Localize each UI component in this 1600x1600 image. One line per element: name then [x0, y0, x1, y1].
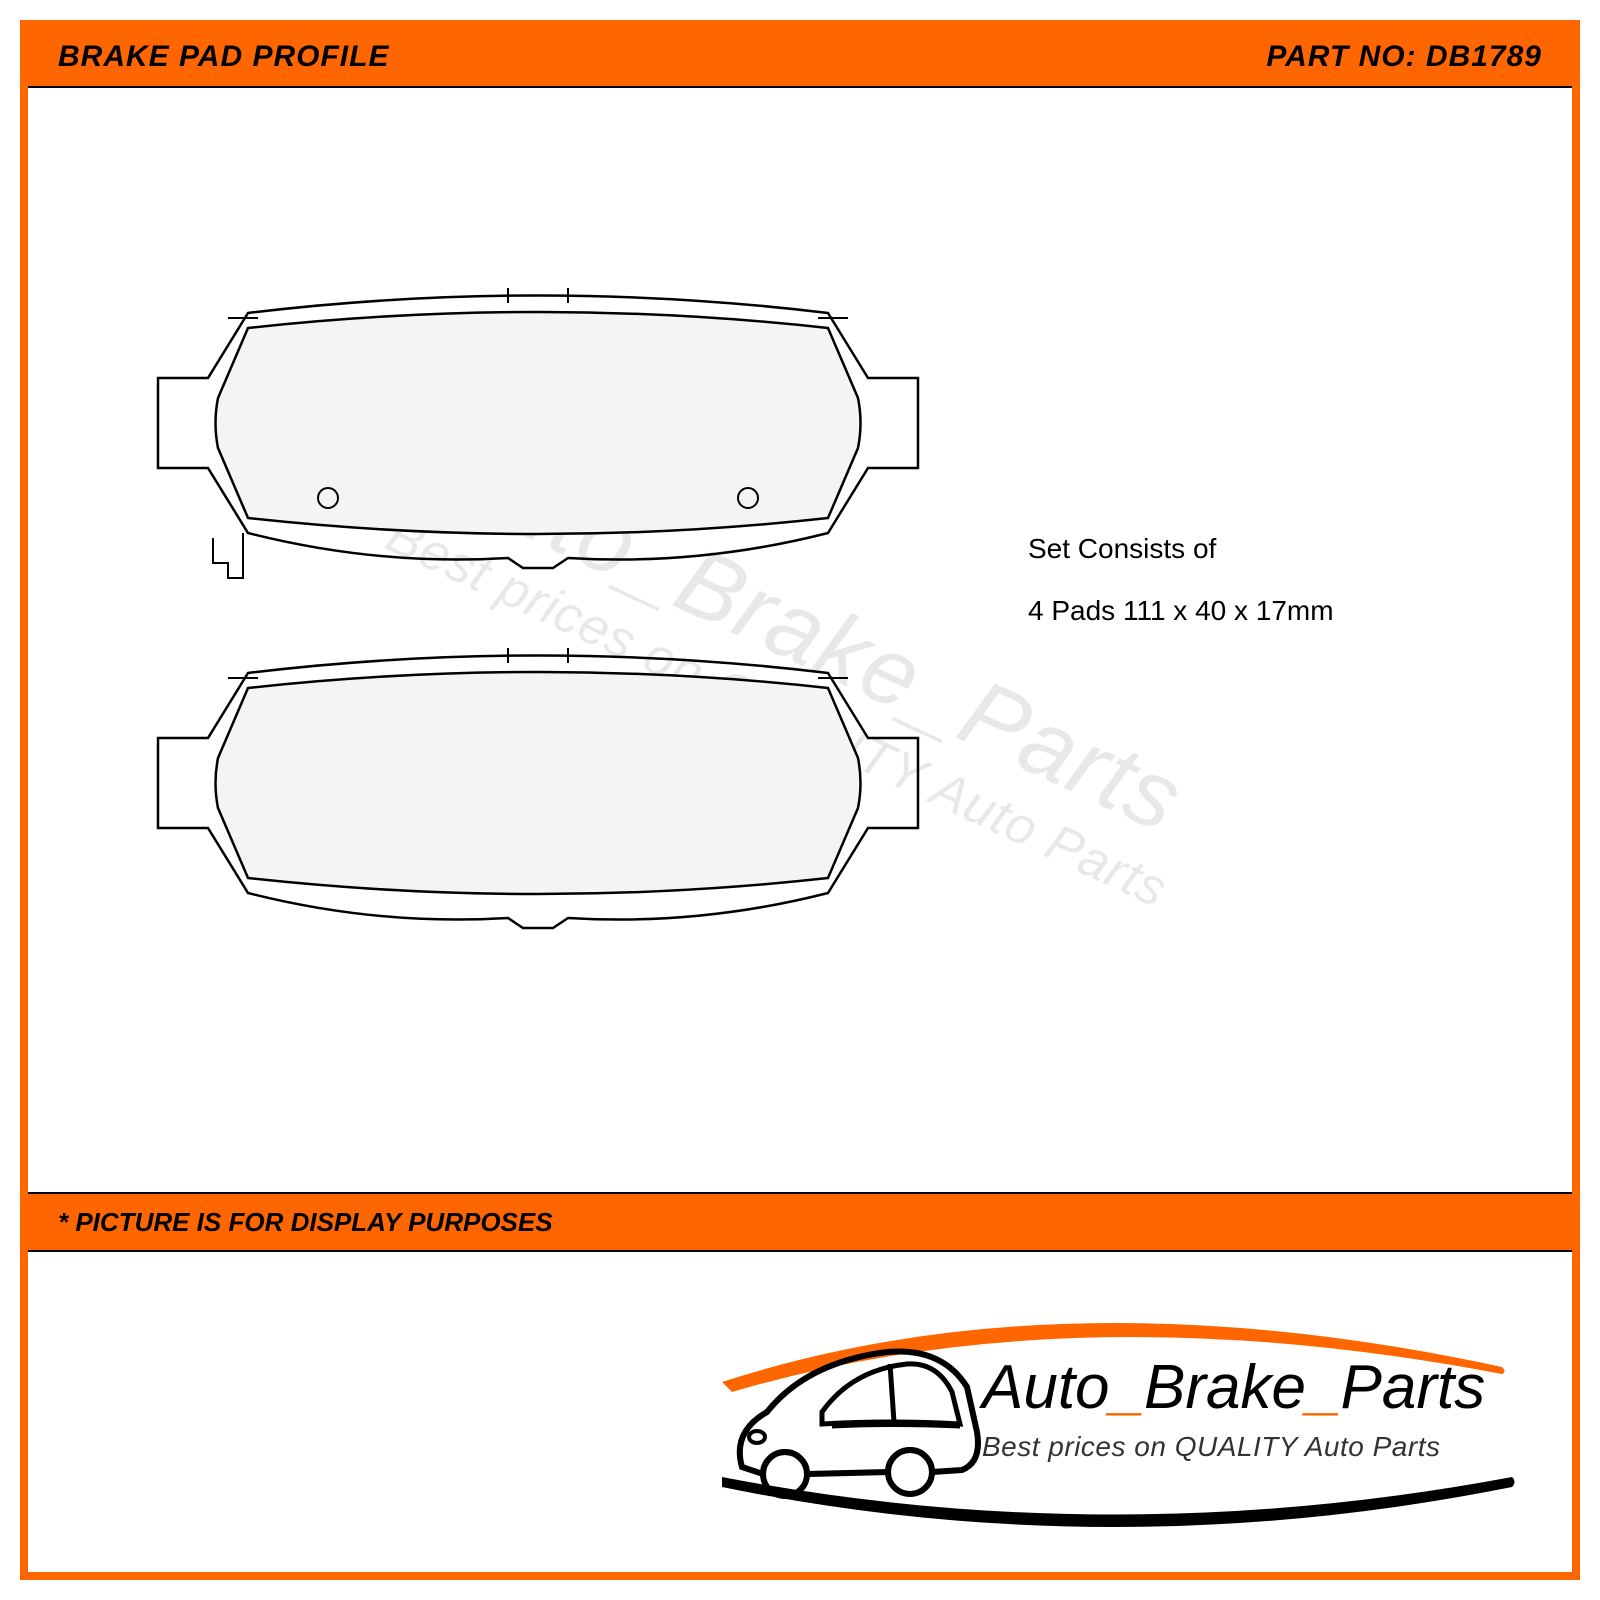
logo-word-auto: Auto	[982, 1353, 1110, 1422]
logo-text: Auto_Brake_Parts Best prices on QUALITY …	[982, 1352, 1485, 1463]
part-number: PART NO: DB1789	[1266, 40, 1542, 74]
logo-wordmark: Auto_Brake_Parts	[982, 1352, 1485, 1423]
part-value: DB1789	[1426, 40, 1542, 73]
brake-pad-diagram	[98, 268, 978, 968]
logo-word-parts: Parts	[1340, 1353, 1485, 1422]
outer-frame: BRAKE PAD PROFILE PART NO: DB1789 Auto_B…	[20, 20, 1580, 1580]
logo-sep2: _	[1306, 1353, 1340, 1422]
brake-pad-bottom	[158, 648, 918, 928]
disclaimer-text: * PICTURE IS FOR DISPLAY PURPOSES	[58, 1207, 553, 1238]
logo-tagline: Best prices on QUALITY Auto Parts	[982, 1431, 1485, 1463]
logo-word-brake: Brake	[1144, 1353, 1306, 1422]
header-bar: BRAKE PAD PROFILE PART NO: DB1789	[28, 28, 1572, 88]
spec-line2: 4 Pads 111 x 40 x 17mm	[1028, 580, 1334, 642]
footer-bar: * PICTURE IS FOR DISPLAY PURPOSES	[28, 1192, 1572, 1252]
part-label: PART NO:	[1266, 40, 1416, 73]
brand-logo: Auto_Brake_Parts Best prices on QUALITY …	[712, 1292, 1532, 1552]
logo-sep1: _	[1110, 1353, 1144, 1422]
spec-text: Set Consists of 4 Pads 111 x 40 x 17mm	[1028, 518, 1334, 641]
header-title: BRAKE PAD PROFILE	[58, 40, 389, 74]
brake-pad-top	[158, 288, 918, 578]
spec-line1: Set Consists of	[1028, 518, 1334, 580]
content-area: Auto_Brake_Parts Best prices on QUALITY …	[28, 88, 1572, 1238]
